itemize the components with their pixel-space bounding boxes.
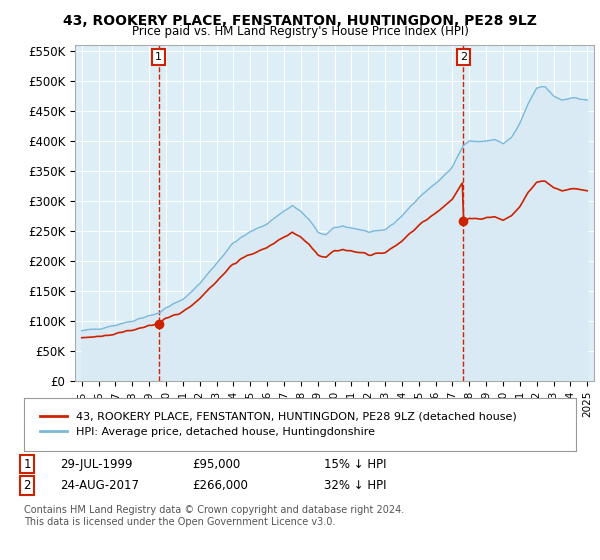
Text: 2: 2: [23, 479, 31, 492]
Text: 32% ↓ HPI: 32% ↓ HPI: [324, 479, 386, 492]
Text: Contains HM Land Registry data © Crown copyright and database right 2024.
This d: Contains HM Land Registry data © Crown c…: [24, 505, 404, 527]
Text: £266,000: £266,000: [192, 479, 248, 492]
Text: 2: 2: [460, 52, 467, 62]
Text: 24-AUG-2017: 24-AUG-2017: [60, 479, 139, 492]
Text: Price paid vs. HM Land Registry's House Price Index (HPI): Price paid vs. HM Land Registry's House …: [131, 25, 469, 38]
Legend: 43, ROOKERY PLACE, FENSTANTON, HUNTINGDON, PE28 9LZ (detached house), HPI: Avera: 43, ROOKERY PLACE, FENSTANTON, HUNTINGDO…: [35, 407, 521, 441]
Text: £95,000: £95,000: [192, 458, 240, 470]
Text: 1: 1: [23, 458, 31, 470]
Text: 15% ↓ HPI: 15% ↓ HPI: [324, 458, 386, 470]
Text: 43, ROOKERY PLACE, FENSTANTON, HUNTINGDON, PE28 9LZ: 43, ROOKERY PLACE, FENSTANTON, HUNTINGDO…: [63, 14, 537, 28]
Text: 29-JUL-1999: 29-JUL-1999: [60, 458, 133, 470]
Text: 1: 1: [155, 52, 162, 62]
